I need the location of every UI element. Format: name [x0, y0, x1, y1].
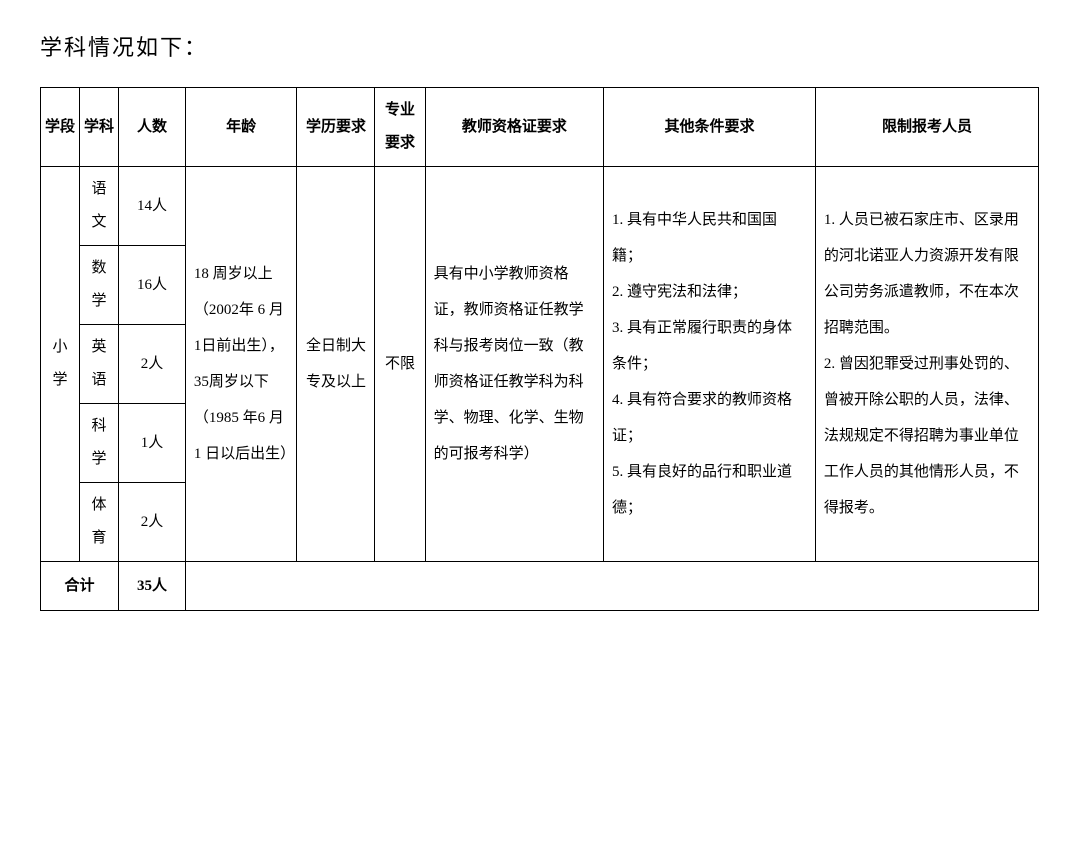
cell-total-label: 合计 — [41, 562, 119, 611]
cell-count: 16人 — [119, 246, 186, 325]
header-subject: 学科 — [80, 88, 119, 167]
cell-education: 全日制大专及以上 — [297, 167, 375, 562]
cell-subject: 语文 — [80, 167, 119, 246]
cell-count: 1人 — [119, 404, 186, 483]
header-restrict: 限制报考人员 — [815, 88, 1038, 167]
cell-total-empty — [185, 562, 1038, 611]
cell-other: 1. 具有中华人民共和国国籍；2. 遵守宪法和法律；3. 具有正常履行职责的身体… — [604, 167, 816, 562]
header-stage: 学段 — [41, 88, 80, 167]
header-other: 其他条件要求 — [604, 88, 816, 167]
cell-major: 不限 — [375, 167, 425, 562]
table-total-row: 合计 35人 — [41, 562, 1039, 611]
cell-subject: 数学 — [80, 246, 119, 325]
cell-count: 2人 — [119, 483, 186, 562]
subject-table: 学段 学科 人数 年龄 学历要求 专业要求 教师资格证要求 其他条件要求 限制报… — [40, 87, 1039, 611]
header-cert: 教师资格证要求 — [425, 88, 603, 167]
cell-restrict: 1. 人员已被石家庄市、区录用的河北诺亚人力资源开发有限公司劳务派遣教师，不在本… — [815, 167, 1038, 562]
cell-age: 18 周岁以上（2002年 6 月 1日前出生），35周岁以下（1985 年6 … — [185, 167, 297, 562]
cell-subject: 英语 — [80, 325, 119, 404]
cell-count: 14人 — [119, 167, 186, 246]
cell-subject: 科学 — [80, 404, 119, 483]
header-major: 专业要求 — [375, 88, 425, 167]
table-header-row: 学段 学科 人数 年龄 学历要求 专业要求 教师资格证要求 其他条件要求 限制报… — [41, 88, 1039, 167]
page-title: 学科情况如下： — [40, 30, 1039, 62]
cell-stage: 小学 — [41, 167, 80, 562]
cell-cert: 具有中小学教师资格证，教师资格证任教学科与报考岗位一致（教师资格证任教学科为科学… — [425, 167, 603, 562]
header-age: 年龄 — [185, 88, 297, 167]
header-count: 人数 — [119, 88, 186, 167]
cell-subject: 体育 — [80, 483, 119, 562]
cell-total-value: 35人 — [119, 562, 186, 611]
cell-count: 2人 — [119, 325, 186, 404]
table-row: 小学 语文 14人 18 周岁以上（2002年 6 月 1日前出生），35周岁以… — [41, 167, 1039, 246]
header-education: 学历要求 — [297, 88, 375, 167]
